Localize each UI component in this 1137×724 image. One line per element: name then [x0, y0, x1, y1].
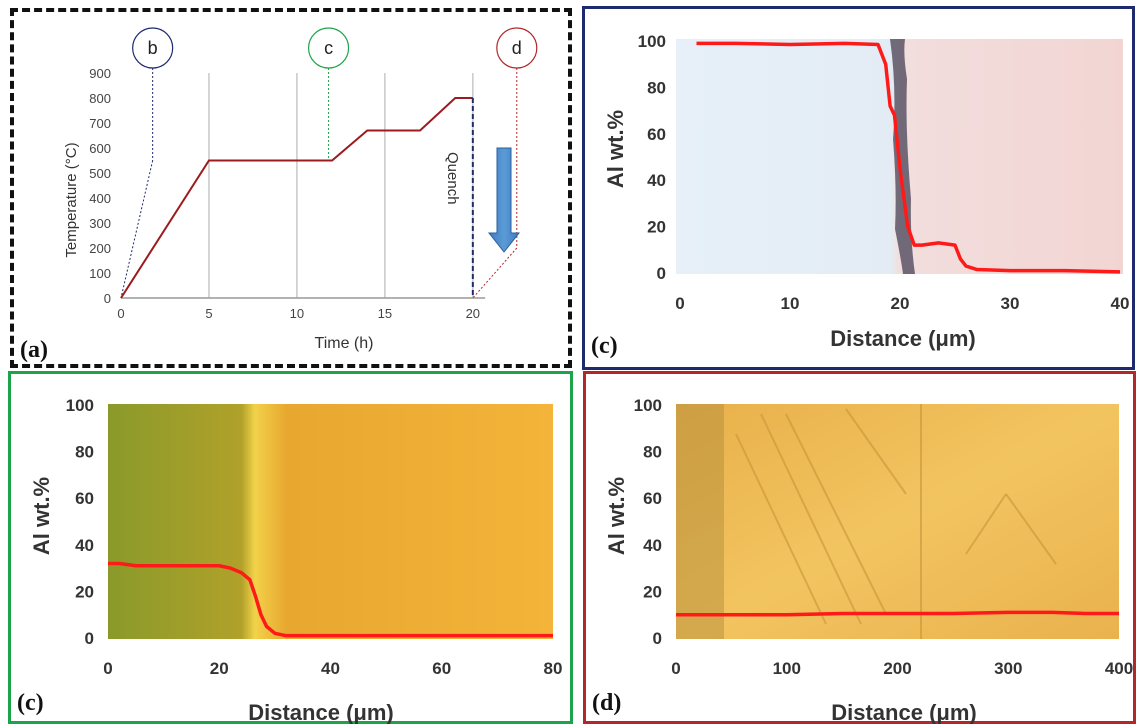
- y-tick-label: 100: [89, 266, 111, 281]
- y-tick-label: 300: [89, 216, 111, 231]
- y-tick-label: 80: [75, 443, 94, 462]
- x-tick-label: 30: [1001, 294, 1020, 313]
- x-tick-label: 400: [1105, 659, 1133, 678]
- x-tick-label: 60: [432, 659, 451, 678]
- al-profile-chart-b: 0 10 20 30 40 0 20 40 60 80 100 Distance (μm) Al w…: [591, 32, 1130, 359]
- x-tick-label: 10: [290, 306, 304, 321]
- y-tick-label: 900: [89, 66, 111, 81]
- y-tick-label: 0: [657, 264, 666, 283]
- y-tick-label: 40: [647, 171, 666, 190]
- x-tick-label: 15: [378, 306, 392, 321]
- oxide-edge: [676, 404, 724, 639]
- x-axis-label: Distance (μm): [830, 326, 976, 351]
- marker-c-label: c: [324, 38, 333, 58]
- panel-b-profile: 0 10 20 30 40 0 20 40 60 80 100 Distance (μm) Al w…: [582, 6, 1135, 370]
- micrograph-background: [108, 404, 553, 639]
- interface-band: [890, 39, 915, 274]
- x-tick-label: 5: [205, 306, 212, 321]
- y-tick-label: 40: [643, 536, 662, 555]
- x-axis-label: Distance (μm): [248, 700, 394, 724]
- martensite-texture: [735, 404, 1057, 639]
- marker-d-label: d: [512, 38, 522, 58]
- y-tick-label: 60: [647, 125, 666, 144]
- y-axis-label: Al wt.%: [603, 110, 628, 188]
- quench-annotation: Quench: [444, 152, 461, 205]
- series: [676, 610, 1119, 617]
- marker-b-leader-to-origin: [120, 160, 154, 299]
- panel-label: (c): [591, 333, 618, 359]
- tick-labels: 0 100 200 300 400 0 20 40 60 80 100: [634, 396, 1134, 678]
- x-tick-label: 200: [883, 659, 911, 678]
- y-tick-label: 700: [89, 116, 111, 131]
- y-axis-label: Al wt.%: [604, 477, 629, 555]
- y-tick-label: 60: [643, 489, 662, 508]
- y-tick-label: 20: [643, 582, 662, 601]
- series: [120, 97, 474, 299]
- y-tick-label: 800: [89, 91, 111, 106]
- y-tick-label: 0: [104, 291, 111, 306]
- marker-b-label: b: [148, 38, 158, 58]
- panel-label: (d): [592, 690, 621, 716]
- panel-label: (c): [17, 690, 44, 716]
- x-tick-label: 20: [466, 306, 480, 321]
- y-tick-label: 500: [89, 166, 111, 181]
- grid-lines: [208, 73, 474, 298]
- x-tick-label: 40: [321, 659, 340, 678]
- markers: b c d: [120, 27, 538, 299]
- x-tick-label: 10: [781, 294, 800, 313]
- y-tick-label: 60: [75, 489, 94, 508]
- panel-c-profile: 0 20 40 60 80 0 20 40 60 80 100 Distance (μm) Al w…: [8, 371, 573, 724]
- al-profile-line: [676, 610, 1119, 617]
- x-tick-label: 0: [675, 294, 684, 313]
- al-profile-line: [108, 561, 553, 638]
- series: [108, 561, 553, 638]
- x-tick-label: 20: [891, 294, 910, 313]
- x-tick-label: 0: [117, 306, 124, 321]
- y-tick-label: 600: [89, 141, 111, 156]
- x-tick-label: 0: [671, 659, 680, 678]
- x-tick-label: 0: [103, 659, 112, 678]
- x-tick-label: 20: [210, 659, 229, 678]
- tick-labels: 0 20 40 60 80 0 20 40 60 80 100: [66, 396, 563, 678]
- y-axis-label: Al wt.%: [29, 477, 54, 555]
- tick-labels: 0 10 20 30 40 0 20 40 60 80 100: [638, 32, 1130, 313]
- y-tick-label: 20: [75, 582, 94, 601]
- al-profile-chart-c: 0 20 40 60 80 0 20 40 60 80 100 Distance (μm) Al w…: [17, 396, 563, 724]
- y-tick-label: 100: [638, 32, 666, 51]
- y-tick-label: 0: [85, 629, 94, 648]
- y-axis-label: Temperature (°C): [63, 142, 80, 257]
- y-tick-label: 80: [647, 78, 666, 97]
- y-tick-label: 40: [75, 536, 94, 555]
- y-tick-label: 400: [89, 191, 111, 206]
- y-tick-label: 80: [643, 443, 662, 462]
- y-tick-label: 200: [89, 241, 111, 256]
- y-tick-label: 100: [634, 396, 662, 415]
- series: [696, 41, 1121, 274]
- temperature-curve: [120, 97, 473, 299]
- quench-arrow-icon: [487, 147, 521, 253]
- al-profile-line: [696, 41, 1121, 274]
- x-tick-label: 300: [994, 659, 1022, 678]
- micrograph-background: [676, 404, 1119, 639]
- x-tick-label: 40: [1111, 294, 1130, 313]
- panel-d-profile: 0 100 200 300 400 0 20 40 60 80 100 Distance (μm) …: [583, 371, 1136, 724]
- x-axis-label: Time (h): [315, 335, 374, 352]
- panel-label: (a): [20, 337, 48, 363]
- x-axis-label: Distance (μm): [831, 700, 977, 724]
- y-tick-label: 0: [653, 629, 662, 648]
- x-tick-label: 100: [773, 659, 801, 678]
- x-tick-label: 80: [544, 659, 563, 678]
- y-tick-label: 20: [647, 218, 666, 237]
- y-tick-label: 100: [66, 396, 94, 415]
- marker-d-leader-to-quench: [472, 247, 518, 299]
